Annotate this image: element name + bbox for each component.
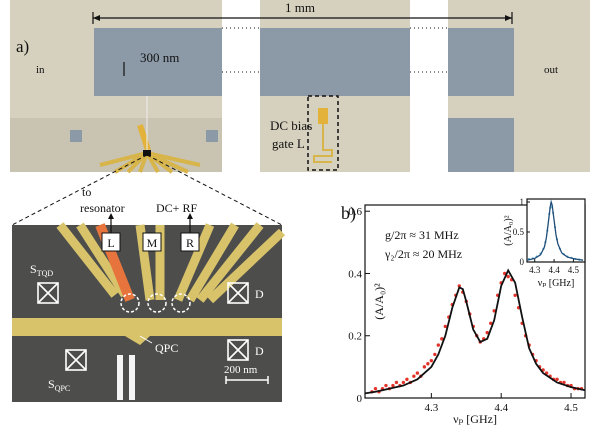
data-point [513, 294, 516, 297]
drain-label: D [255, 287, 264, 301]
y-axis-label: (A/A₀)² [372, 283, 386, 320]
out-label: out [544, 64, 558, 76]
panel-label: a) [16, 37, 29, 56]
data-point [555, 378, 558, 381]
sem-scale-label: 200 nm [224, 364, 258, 376]
data-point [405, 378, 408, 381]
y-tick-label: 1 [520, 197, 525, 207]
data-point [402, 381, 405, 384]
dc-rf-label: DC+ RF [156, 201, 197, 215]
sem-image: L M R STQD D D QPC SQPC 200 nm [12, 225, 282, 402]
data-point [433, 353, 436, 356]
in-label: in [36, 64, 45, 76]
y-tick-label: 0.5 [513, 227, 525, 237]
gate-label: DC bias [270, 118, 312, 133]
ground-gap [514, 0, 590, 172]
x-tick-label: 4.3 [424, 402, 438, 414]
qpc-label: QPC [155, 341, 178, 355]
gate-pad [318, 108, 328, 124]
data-point [426, 362, 429, 365]
annotation: γ₂/2π ≈ 20 MHz [384, 247, 462, 261]
ground-gap [448, 96, 514, 118]
source-sub: TQD [37, 269, 54, 278]
source-main: S [48, 377, 55, 391]
y-tick-label: 0 [520, 257, 525, 267]
data-point [412, 375, 415, 378]
data-point [395, 381, 398, 384]
data-point [423, 365, 426, 368]
micrograph: a) in out 1 mm 300 nm DC bias gate L [10, 0, 590, 172]
pad [206, 130, 218, 142]
page: { "panel_a": { "label": "a)", "left_labe… [0, 0, 598, 425]
scale-label: 1 mm [285, 0, 315, 15]
data-point [374, 387, 377, 390]
x-tick-label: 4.5 [568, 265, 580, 275]
gate-label: M [147, 236, 158, 250]
y-tick-label: 0.2 [348, 331, 362, 343]
x-tick-label: 4.3 [529, 265, 541, 275]
gate-label: R [186, 236, 194, 250]
y-tick-label: 0 [357, 393, 363, 405]
ground-gap [94, 0, 222, 28]
data-point [506, 275, 509, 278]
gate-label: L [107, 236, 114, 250]
x-tick-label: 4.4 [548, 265, 560, 275]
panel-label: b) [341, 203, 356, 224]
annotation: g/2π ≈ 31 MHz [385, 228, 459, 242]
pad [70, 130, 82, 142]
ground-gap [448, 0, 514, 28]
resonator-label: resonator [80, 201, 125, 215]
source-main: S [30, 262, 37, 276]
x-tick-label: 4.5 [564, 402, 578, 414]
ground-gap [10, 0, 94, 118]
figure: a) in out 1 mm 300 nm DC bias gate L L M [0, 0, 598, 425]
gate-label: gate L [272, 136, 305, 151]
source-sub: QPC [55, 384, 71, 393]
data-point [437, 343, 440, 346]
x-axis-label: νₚ [GHz] [538, 278, 575, 289]
data-point [384, 384, 387, 387]
scale-label: 300 nm [140, 50, 179, 65]
resonator-label: to [82, 185, 91, 199]
data-point [416, 371, 419, 374]
center-conductor [260, 28, 410, 96]
y-axis-label: (A/A₀)² [503, 215, 514, 245]
drain-label: D [255, 344, 264, 358]
y-tick-label: 0.4 [348, 268, 362, 280]
ground-gap [94, 96, 222, 118]
x-axis-label: νₚ [GHz] [453, 412, 497, 425]
data-point [430, 359, 433, 362]
